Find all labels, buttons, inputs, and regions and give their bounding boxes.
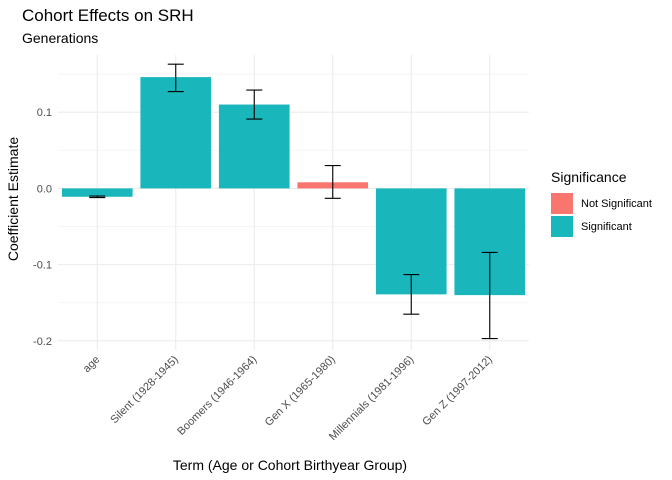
x-tick-label: Boomers (1946-1964) — [175, 354, 259, 438]
x-tick-label: Gen X (1965-1980) — [263, 354, 338, 429]
legend-key-not-significant — [551, 193, 573, 214]
legend: Significance Not Significant Significant — [551, 169, 652, 237]
y-ticks: -0.2 -0.1 0.0 0.1 — [33, 107, 52, 348]
x-axis-title: Term (Age or Cohort Birthyear Group) — [173, 457, 407, 473]
error-bars — [89, 63, 498, 340]
legend-key-significant — [551, 216, 573, 237]
error-bar-age — [89, 195, 106, 199]
bar-age — [61, 188, 133, 197]
y-axis-title: Coefficient Estimate — [5, 137, 21, 261]
y-tick-label: -0.2 — [33, 336, 52, 348]
x-tick-label: Gen Z (1997-2012) — [420, 354, 495, 429]
legend-label-significant: Significant — [581, 221, 632, 233]
y-tick-label: 0.1 — [37, 107, 52, 119]
bar-silent-1928-1945 — [140, 77, 212, 189]
x-tick-label: Silent (1928-1945) — [108, 354, 180, 426]
error-bar-gen-x-1965-1980 — [324, 164, 341, 199]
x-tick-label: age — [81, 354, 102, 375]
x-tick-label: Millennials (1981-1996) — [327, 354, 416, 443]
error-bar-millennials-1981-1996 — [403, 273, 420, 315]
y-tick-label: -0.1 — [33, 260, 52, 272]
bars — [61, 77, 526, 296]
legend-title: Significance — [551, 169, 627, 185]
error-bar-gen-z-1997-2012 — [481, 251, 498, 340]
x-ticks: age Silent (1928-1945)Boomers (1946-1964)… — [81, 354, 495, 443]
y-tick-label: 0.0 — [37, 183, 52, 195]
chart-title: Cohort Effects on SRH — [22, 6, 194, 25]
legend-label-not-significant: Not Significant — [581, 198, 652, 210]
chart-subtitle: Generations — [22, 30, 98, 46]
error-bar-silent-1928-1945 — [167, 63, 184, 93]
error-bar-boomers-1946-1964 — [246, 89, 263, 120]
